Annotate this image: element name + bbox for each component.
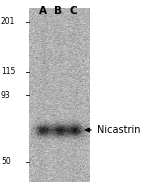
Text: 201: 201 xyxy=(1,17,15,26)
Text: B: B xyxy=(54,6,62,16)
Text: A: A xyxy=(39,6,47,16)
Text: 50: 50 xyxy=(1,157,11,166)
Text: C: C xyxy=(70,6,77,16)
Text: Nicastrin: Nicastrin xyxy=(97,125,140,135)
Text: 93: 93 xyxy=(1,90,11,99)
Text: 115: 115 xyxy=(1,68,15,76)
